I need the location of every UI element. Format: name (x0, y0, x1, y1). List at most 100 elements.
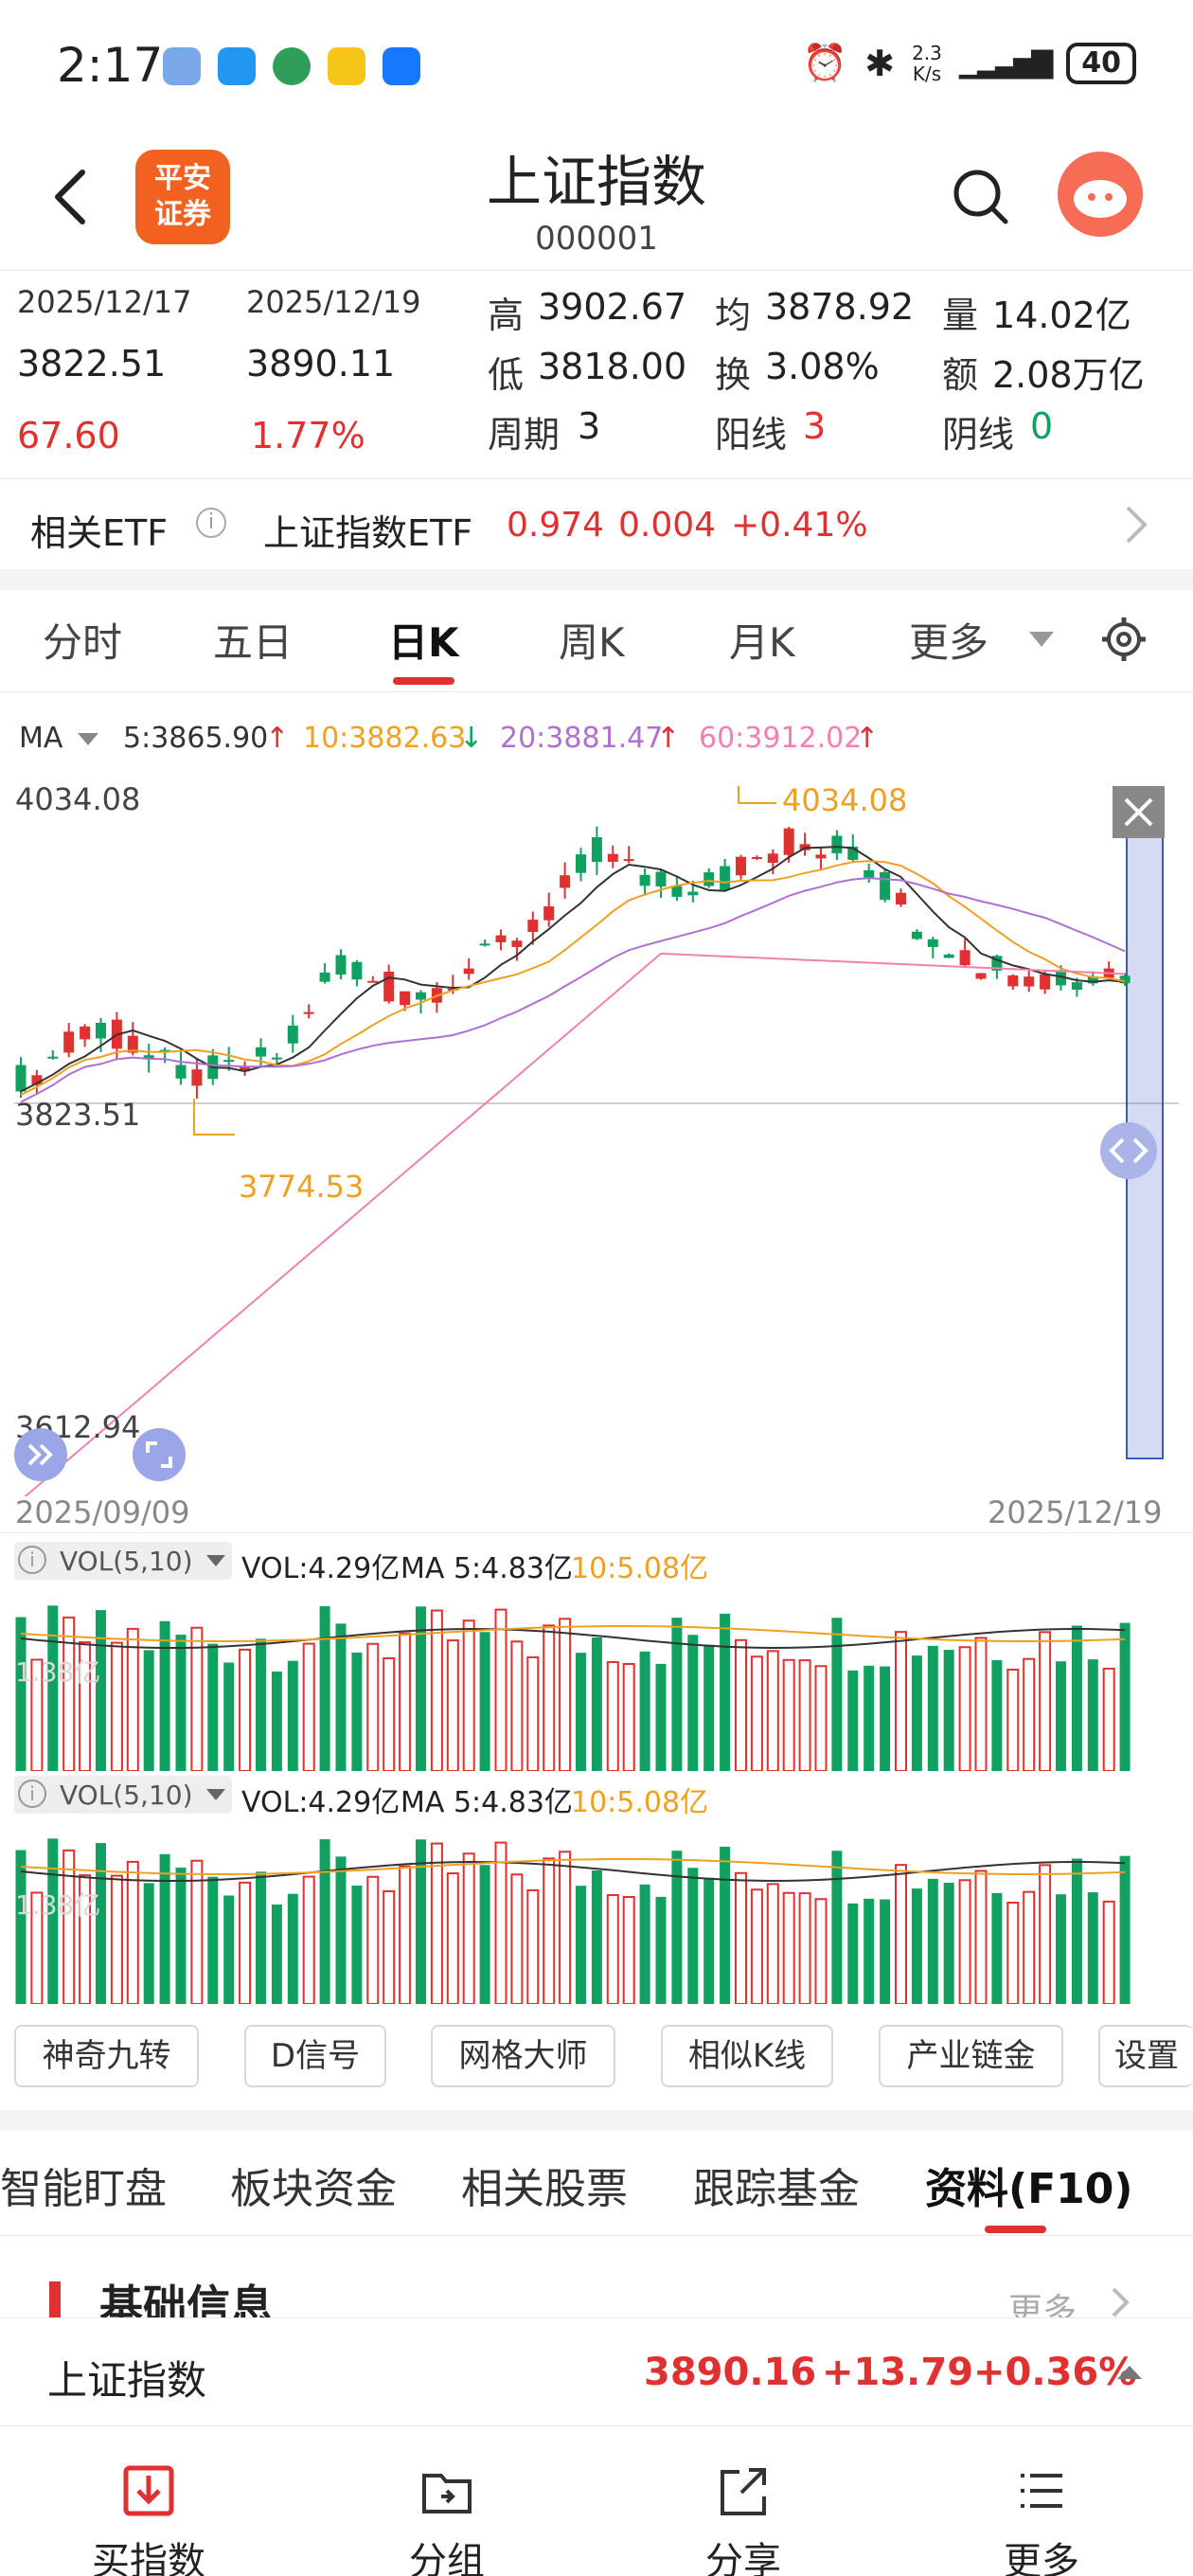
tab-intraday[interactable]: 分时 (43, 619, 123, 666)
vol-legend-box[interactable] (14, 1542, 232, 1580)
tab-five-day[interactable]: 五日 (213, 619, 294, 666)
volume-bar (958, 1646, 971, 1771)
assistant-avatar[interactable] (1058, 152, 1143, 237)
volume-bar (1039, 1631, 1052, 1771)
tab-daily-k[interactable]: 日K (388, 619, 459, 666)
volume-bar (576, 1886, 586, 2004)
related-etf-row[interactable]: 相关ETF i 上证指数ETF 0.974 0.004 +0.41% (0, 479, 1193, 569)
volume-bar (271, 1671, 282, 1771)
volume-bar (703, 1644, 715, 1771)
price-end: 3890.11 (246, 343, 396, 385)
volume-bar (671, 1851, 683, 2004)
volume-bar (831, 1618, 843, 1771)
basic-info-section: 基础信息 更多 (0, 2236, 1193, 2317)
candlestick-chart[interactable] (0, 777, 1193, 1496)
volume-bar (302, 1642, 315, 1771)
volume-bar (735, 1871, 747, 2004)
nav-more[interactable]: 更多 (947, 2462, 1136, 2576)
candle-body (943, 954, 954, 958)
volume-bar (190, 1859, 204, 2004)
vol-dropdown-icon (206, 1555, 225, 1566)
tab-monthly-k[interactable]: 月K (729, 619, 795, 666)
volume-chart-2[interactable] (0, 1816, 1193, 2004)
tab-related-stocks[interactable]: 相关股票 (461, 2165, 628, 2213)
expand-icon (146, 1441, 172, 1468)
volume-bar (526, 1888, 540, 2004)
nav-buy-index[interactable]: 买指数 (54, 2462, 243, 2576)
candle-body (271, 1057, 282, 1060)
close-crosshair-button[interactable] (1113, 786, 1165, 838)
volume-bar (207, 1643, 219, 1771)
drag-arrows-icon (1109, 1137, 1148, 1164)
tab-smart-monitor[interactable]: 智能盯盘 (0, 2165, 167, 2213)
ma10-line (20, 860, 1126, 1097)
tool-grid-master[interactable]: 网格大师 (431, 2025, 615, 2087)
volume-bar (430, 1842, 443, 2004)
candle-body (351, 961, 363, 980)
volume-bar (864, 1665, 875, 1771)
ma5-up-arrow: ↑ (265, 722, 290, 755)
volume-bar (591, 1637, 602, 1771)
nav-share[interactable]: 分享 (649, 2462, 838, 2576)
tool-magic-nine[interactable]: 神奇九转 (14, 2025, 199, 2087)
section-more-link[interactable]: 更多 (1008, 2292, 1077, 2317)
search-button[interactable] (947, 163, 1013, 229)
tool-d-signal[interactable]: D信号 (244, 2025, 386, 2087)
volume-bar (927, 1878, 938, 2004)
battery-indicator: 40 (1066, 42, 1136, 84)
ma60-value: 60:3912.02 (699, 722, 863, 755)
volume-bar (351, 1653, 363, 1771)
candle-body (15, 1064, 27, 1092)
tab-more[interactable]: 更多 (909, 619, 989, 666)
candle-body (1024, 976, 1035, 987)
volume-bar (446, 1872, 459, 2004)
volume-bar (271, 1904, 282, 2004)
tab-tracking-funds[interactable]: 跟踪基金 (693, 2165, 860, 2213)
volume-bar (927, 1645, 938, 1771)
volume-bar (399, 1632, 412, 1771)
back-button[interactable] (43, 159, 99, 235)
tab-weekly-k[interactable]: 周K (559, 619, 625, 666)
vol-info-icon: i (18, 1546, 46, 1574)
expand-up-icon[interactable] (1117, 2364, 1142, 2381)
nav-group[interactable]: 分组 (352, 2462, 542, 2576)
turnover-value: 3.08% (765, 346, 880, 387)
tool-settings[interactable]: 设置 (1098, 2025, 1193, 2087)
volume-chart-1[interactable] (0, 1583, 1193, 1771)
date-axis-start: 2025/09/09 (15, 1494, 190, 1530)
candle-body (175, 1064, 187, 1079)
volume-bar (223, 1662, 235, 1771)
candle-body (159, 1049, 170, 1052)
vol-info-icon: i (18, 1780, 46, 1808)
ma-dropdown-icon (78, 733, 98, 745)
volume-bar (559, 1851, 572, 2004)
volume-bar (606, 1661, 619, 1771)
ticker-bar[interactable]: 上证指数 3890.16 +13.79 +0.36% (0, 2317, 1193, 2426)
alarm-icon: ⏰ (802, 42, 848, 83)
tab-sector-funds[interactable]: 板块资金 (230, 2165, 397, 2213)
ma20-up-arrow: ↑ (656, 722, 681, 755)
vol-ma10: 10:5.08亿 (571, 1552, 709, 1585)
tool-industry-chain[interactable]: 产业链金 (879, 2025, 1063, 2087)
crosshair-handle[interactable] (1100, 1122, 1157, 1179)
volume-bar (1119, 1622, 1131, 1771)
tool-similar-kline[interactable]: 相似K线 (661, 2025, 833, 2087)
volume-bar (494, 1841, 507, 2004)
volume-bar (79, 1641, 92, 1771)
volume-bar (335, 1856, 347, 2004)
settings-gear-icon[interactable] (1100, 616, 1148, 663)
info-icon[interactable]: i (196, 508, 226, 538)
volume-bar (798, 1892, 811, 2004)
volume-bar (766, 1883, 779, 2004)
fullscreen-button[interactable] (133, 1428, 186, 1481)
scroll-left-button[interactable] (14, 1428, 67, 1481)
volume-bar (319, 1839, 330, 2004)
tab-f10-info[interactable]: 资料(F10) (925, 2165, 1133, 2213)
net-speed: 2.3 K/s (912, 41, 942, 85)
volume-bar (814, 1898, 828, 2004)
volume-bar (991, 1892, 1003, 2004)
yang-label: 阳线 (715, 414, 788, 456)
vol-legend-box[interactable] (14, 1776, 232, 1814)
volume-bar (895, 1631, 907, 1771)
amount-value: 2.08万亿 (992, 354, 1145, 396)
